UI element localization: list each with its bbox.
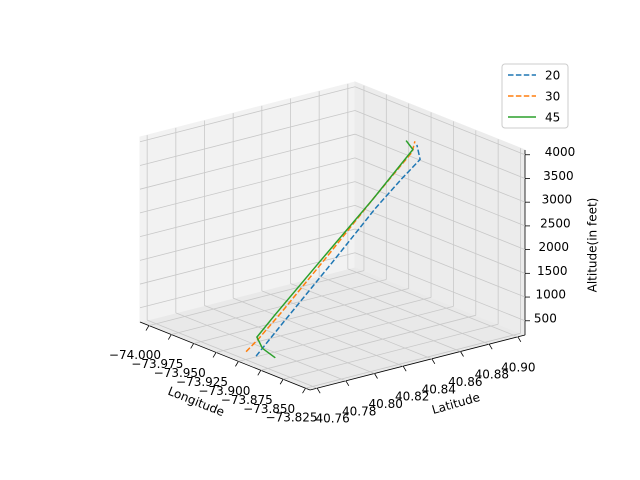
grid-line [204, 305, 375, 374]
legend-label: 20 [545, 69, 560, 83]
z-axis-label: Altitude(in feet) [586, 198, 600, 293]
grid-line [147, 319, 318, 389]
grid-line [139, 204, 356, 261]
z-tick-label: 4000 [545, 145, 576, 159]
tick-mark [190, 343, 195, 349]
grid-line [354, 181, 526, 250]
x-axis-line [139, 321, 311, 391]
y-tick-label: 40.88 [475, 368, 509, 382]
x-tick-label: −73.850 [243, 402, 295, 416]
series-line [255, 144, 421, 357]
z-tick-label: 1000 [535, 288, 566, 302]
tick-mark [402, 365, 407, 372]
x-tick-label: −73.950 [154, 366, 206, 380]
tick-mark [517, 336, 522, 343]
tick-mark [145, 325, 150, 331]
grid-line [139, 110, 356, 166]
labels: −74.000−73.975−73.950−73.925−73.900−73.8… [109, 145, 575, 425]
y-tick-label: 40.84 [422, 382, 456, 396]
x-tick-label: −73.900 [198, 384, 250, 398]
tick-mark [302, 388, 306, 394]
tick-mark [345, 380, 350, 387]
y-tick-label: 40.80 [369, 397, 403, 411]
grid [139, 83, 530, 394]
y-tick-label: 40.86 [448, 375, 482, 389]
legend-label: 30 [545, 90, 560, 104]
tick-mark [212, 352, 217, 358]
grid-line [354, 133, 526, 203]
grid-line [175, 312, 346, 382]
tick-mark [316, 387, 321, 394]
grid-line [354, 86, 526, 156]
z-tick-label: 2000 [539, 240, 570, 254]
z-tick-label: 3000 [542, 193, 573, 207]
tick-mark [257, 370, 262, 376]
z-tick-label: 2500 [540, 216, 571, 230]
x-tick-label: −73.825 [266, 411, 318, 425]
grid-line [354, 252, 526, 322]
x-tick-label: −73.925 [176, 375, 228, 389]
y-tick-label: 40.76 [315, 412, 349, 426]
grid-line [347, 268, 518, 338]
panes [138, 81, 527, 391]
tick-mark [279, 379, 284, 385]
tick-mark [460, 351, 464, 357]
grid-line [354, 110, 526, 179]
grid-line [139, 86, 356, 143]
tick-mark [431, 358, 436, 365]
grid-line [139, 133, 356, 190]
grid-line [354, 228, 526, 298]
grid-line [354, 204, 526, 274]
legend-label: 45 [545, 111, 560, 125]
grid-line [290, 283, 461, 352]
lines [245, 140, 421, 359]
x-tick-label: −73.975 [131, 357, 183, 371]
grid-line [319, 275, 490, 345]
series-line [256, 140, 414, 359]
y-tick-label: 40.78 [342, 404, 376, 418]
grid-line [139, 181, 356, 238]
tick-mark [167, 334, 172, 340]
grid-line [233, 297, 404, 367]
x-tick-label: −74.000 [109, 348, 161, 362]
z-tick-label: 3500 [543, 169, 574, 183]
y-tick-label: 40.90 [501, 360, 535, 374]
y-tick-label: 40.82 [395, 390, 429, 404]
tick-mark [374, 373, 378, 379]
tick-mark [488, 343, 493, 350]
legend: 20 30 45 [501, 63, 569, 129]
z-tick-label: 500 [534, 311, 557, 325]
z-tick-label: 1500 [537, 264, 568, 278]
x-tick-label: −73.875 [221, 393, 273, 407]
grid-line [139, 157, 356, 214]
grid-line [139, 228, 356, 285]
tick-mark [235, 361, 239, 367]
grid-line [354, 157, 526, 227]
